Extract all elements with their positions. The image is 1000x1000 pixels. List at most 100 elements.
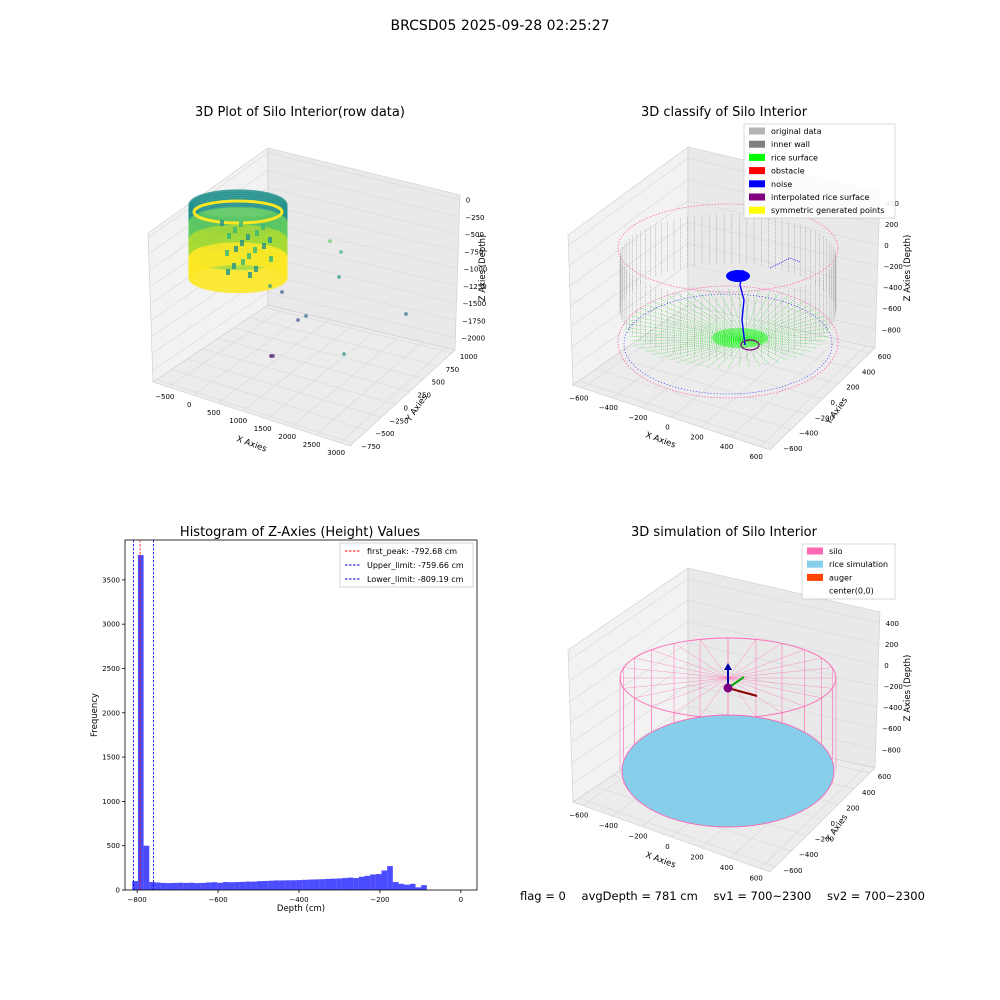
y-axis-label: Y Axies [824, 812, 851, 844]
y-tick-label: 0 [403, 404, 407, 412]
legend-swatch [807, 587, 823, 595]
y-tick-label: 0 [831, 399, 835, 407]
rice-surface-points [744, 339, 760, 367]
legend-entry-label: auger [829, 573, 853, 582]
z-tick-label: 0 [884, 662, 888, 670]
point-ring-layer [188, 262, 288, 294]
x-axis-label: X Axies [644, 430, 677, 450]
y-tick-label: 600 [878, 773, 891, 781]
histogram-bar [228, 882, 235, 890]
histogram-bar [137, 555, 144, 890]
histogram-bar [256, 881, 263, 890]
avg-depth-value: avgDepth = 781 cm [581, 889, 698, 903]
x-tick-label: 0 [187, 401, 191, 409]
rice-surface-points [744, 295, 789, 341]
status-line: flag = 0 avgDepth = 781 cm sv1 = 700~230… [520, 889, 925, 903]
point-cluster [240, 240, 244, 246]
rice-surface-points [639, 339, 746, 349]
x-tick-label: 500 [207, 409, 220, 417]
legend-swatch [749, 153, 765, 161]
z-grid-line [570, 243, 878, 327]
interpolated-surface [740, 339, 760, 351]
histogram-bar [375, 874, 382, 890]
outlier-point [280, 290, 284, 294]
rice-surface-points [727, 339, 746, 369]
legend-swatch [807, 547, 823, 555]
point-cluster [269, 256, 273, 262]
rice-surface-points [744, 298, 797, 341]
y-tick-label: 250 [418, 392, 431, 400]
point-cluster [261, 224, 265, 230]
z-grid-line [147, 152, 460, 238]
rice-surface-points [744, 339, 750, 368]
z-tick-label: −400 [883, 284, 902, 292]
noise-ring [623, 293, 833, 395]
y-tick-label: 1000 [460, 353, 478, 361]
rice-surface-points [645, 304, 746, 341]
x-tick-label: 200 [690, 854, 703, 862]
z-axis-label: Z Axies (Depth) [903, 235, 913, 302]
z-tick-labels: −2000 −1750 −1500 −1250 −1000 −750 −500 −250 0 [461, 197, 487, 343]
legend-swatch [749, 127, 765, 135]
y-grid-line [264, 307, 452, 354]
histogram-bar [268, 880, 274, 890]
z-grid-line [570, 663, 878, 743]
x-tick-labels: −800 −600 −400 −200 0 [128, 890, 463, 904]
legend-entry-label: symmetric generated points [771, 206, 884, 215]
point-cluster [268, 237, 272, 243]
rice-surface-points [706, 288, 746, 341]
outlier-point [337, 275, 341, 279]
point-cluster [225, 250, 229, 256]
histogram-bar [245, 881, 252, 890]
histogram-bar [132, 881, 138, 890]
histogram-bar [392, 882, 399, 890]
silo-roof-line [699, 639, 729, 679]
y-tick-label: −750 [361, 443, 380, 451]
histogram-bar [336, 878, 342, 890]
histogram-bar [160, 882, 167, 890]
z-tick-label: −600 [882, 725, 901, 733]
rice-surface-points [744, 339, 822, 345]
y-tick-label: 400 [862, 368, 875, 376]
y-grid-line [682, 308, 870, 354]
x-tick-label: 2000 [278, 433, 296, 441]
y-grid-line [249, 317, 438, 367]
histogram-bar [149, 882, 155, 890]
rice-surface-points [626, 323, 746, 341]
legend-entry-label: Lower_limit: -809.19 cm [367, 575, 464, 584]
y-grid-line [202, 348, 396, 405]
z-grid-line [569, 621, 879, 702]
silo-roof-line [673, 643, 729, 679]
histogram-bar [302, 879, 308, 890]
rice-surface-points [659, 298, 746, 341]
legend-box [743, 123, 896, 219]
point-cluster [254, 266, 258, 272]
histogram-bar [296, 880, 303, 890]
rice-surface-core [712, 328, 768, 348]
y-tick-label: 0 [831, 820, 835, 828]
histogram-bar [387, 866, 393, 890]
silo-roof-line [727, 649, 805, 679]
outlier-point [404, 312, 408, 316]
legend-entry-label: silo [829, 547, 843, 556]
rice-simulation-surface [621, 714, 835, 828]
y-tick-label: −600 [783, 445, 802, 453]
panel-classify-title: 3D classify of Silo Interior [641, 105, 808, 120]
point-cluster [253, 247, 257, 253]
silo-roof-line [727, 643, 783, 679]
point-cluster [234, 246, 238, 252]
histogram-bar [177, 882, 184, 890]
rice-surface-points [686, 339, 746, 365]
silo-roof-line [673, 677, 729, 713]
y-grid-line [613, 356, 807, 415]
x-axis-label: X Axies [644, 850, 677, 870]
x-tick-label: −400 [599, 822, 618, 830]
z-axis-label: Z Axies (Depth) [903, 655, 913, 722]
rice-surface-points [652, 339, 746, 356]
legend-entry-label: first_peak: -792.68 cm [367, 547, 457, 556]
histogram-title: Histogram of Z-Axies (Height) Values [180, 525, 420, 540]
z-grid-line [152, 292, 456, 371]
z-tick-label: 200 [885, 221, 898, 229]
